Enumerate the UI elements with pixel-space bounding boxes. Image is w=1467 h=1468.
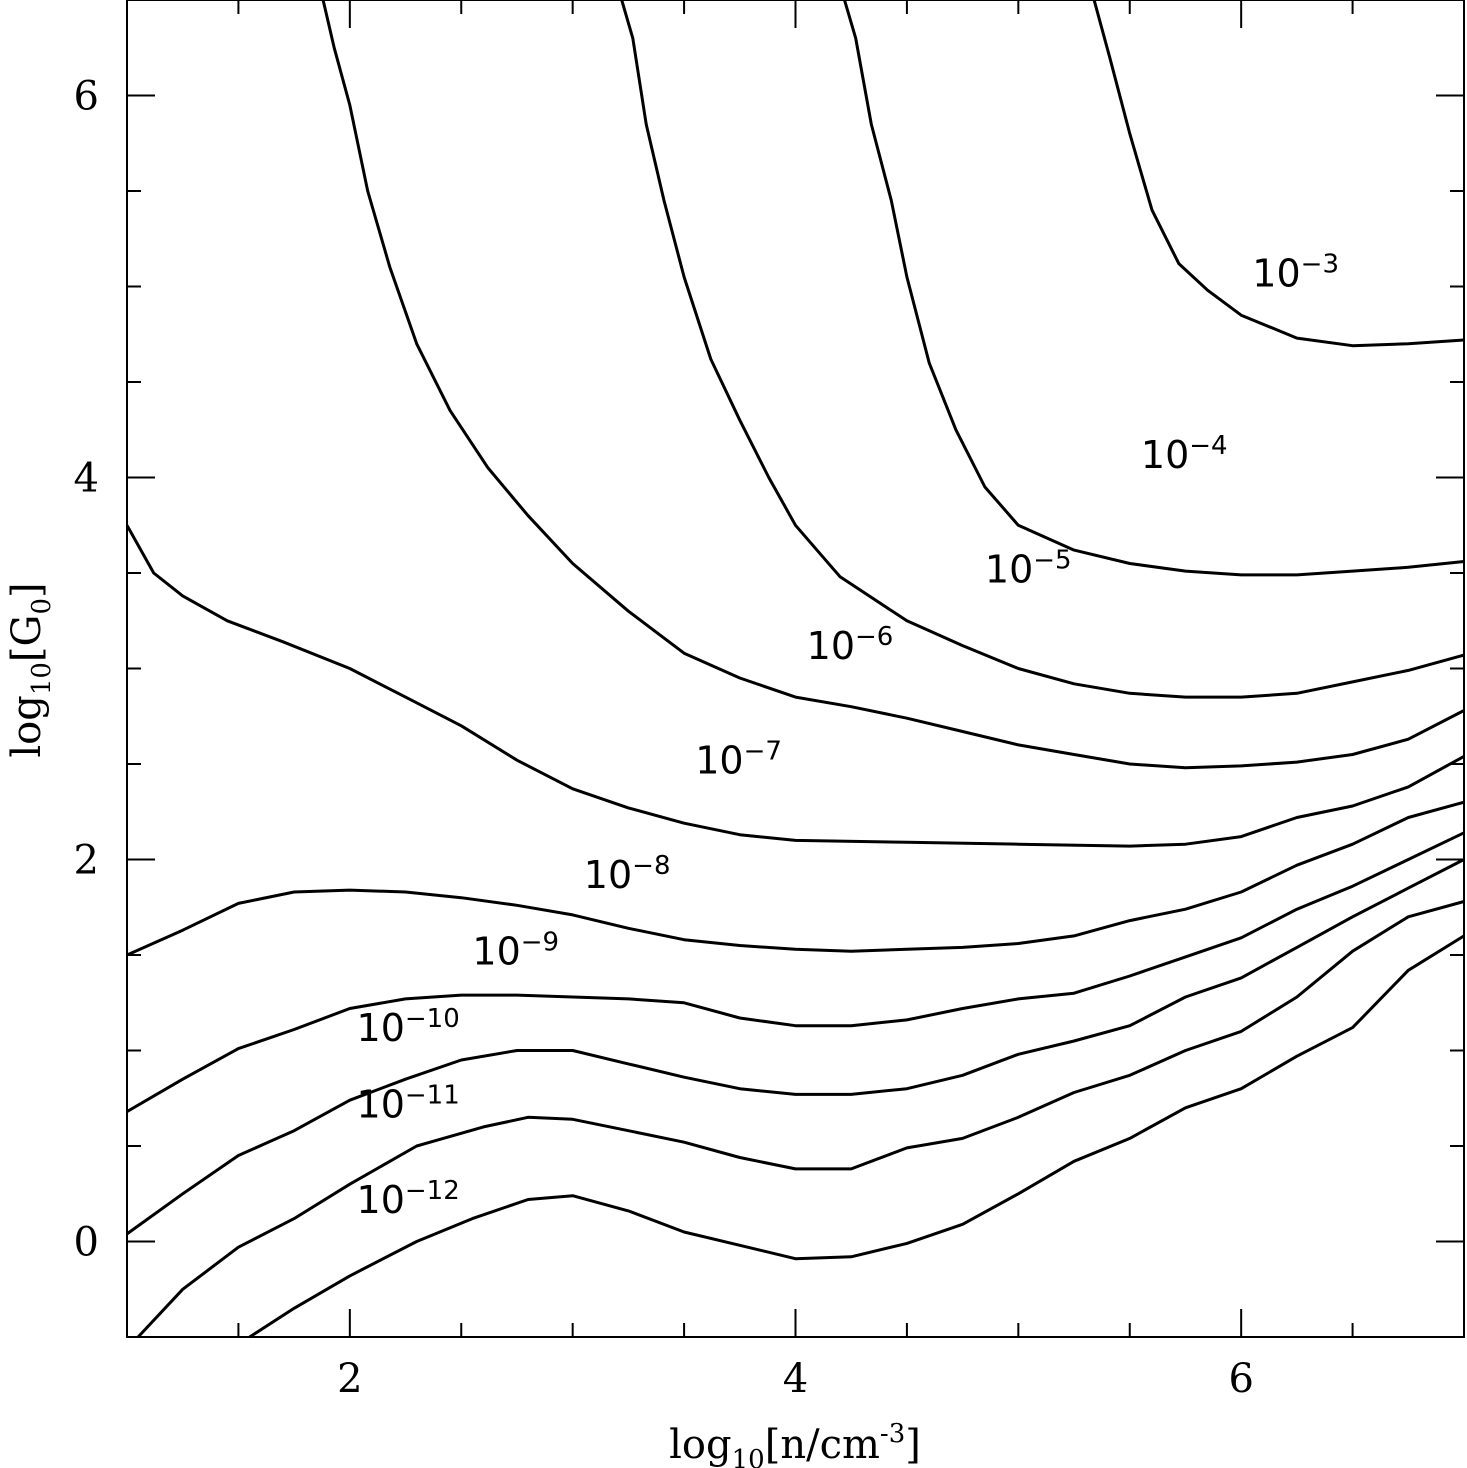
contour-label-1e-7: 10−7 (695, 737, 782, 783)
contour-line-1e-12 (248, 934, 1465, 1339)
contour-label-1e-11: 10−11 (357, 1080, 460, 1126)
contour-label-1e-6: 10−6 (807, 622, 894, 668)
contour-label-1e-8: 10−8 (584, 851, 671, 897)
x-tick-label: 6 (1228, 1356, 1253, 1402)
y-tick-label: 2 (74, 838, 99, 884)
contour-line-1e-5 (620, 0, 1465, 699)
contour-line-1e-7 (125, 524, 1465, 848)
contour-line-1e-3 (1092, 0, 1465, 348)
contour-label-1e-5: 10−5 (985, 546, 1072, 592)
tick-labels: 2 4 6 0 2 4 6 (74, 74, 1254, 1403)
contour-line-1e-4 (843, 0, 1465, 577)
contour-label-1e-4: 10−4 (1141, 431, 1228, 477)
x-tick-label: 4 (783, 1356, 808, 1402)
y-axis-title: log10[G0] (4, 582, 57, 757)
x-axis-title: log10[n/cm-3] (669, 1419, 921, 1468)
y-tick-label: 0 (74, 1220, 99, 1266)
contour-label-1e-9: 10−9 (472, 928, 559, 974)
contour-curves (125, 0, 1465, 1339)
y-tick-label: 6 (74, 74, 99, 120)
contour-label-1e-12: 10−12 (357, 1176, 460, 1222)
axis-ticks (127, 0, 1464, 1337)
contour-label-1e-10: 10−10 (357, 1004, 460, 1050)
plot-frame (126, 0, 1465, 1338)
contour-line-1e-8 (126, 800, 1465, 957)
contour-label-1e-3: 10−3 (1252, 250, 1339, 296)
contour-line-1e-11 (137, 900, 1465, 1339)
contour-line-1e-9 (126, 831, 1465, 1113)
contour-line-1e-6 (321, 0, 1465, 770)
contour-line-1e-10 (126, 858, 1465, 1236)
x-tick-label: 2 (337, 1356, 362, 1402)
contour-labels: 10−3 10−4 10−5 10−6 10−7 10−8 10−9 10−10 10−11 10… (357, 250, 1339, 1222)
y-tick-label: 4 (74, 456, 99, 502)
